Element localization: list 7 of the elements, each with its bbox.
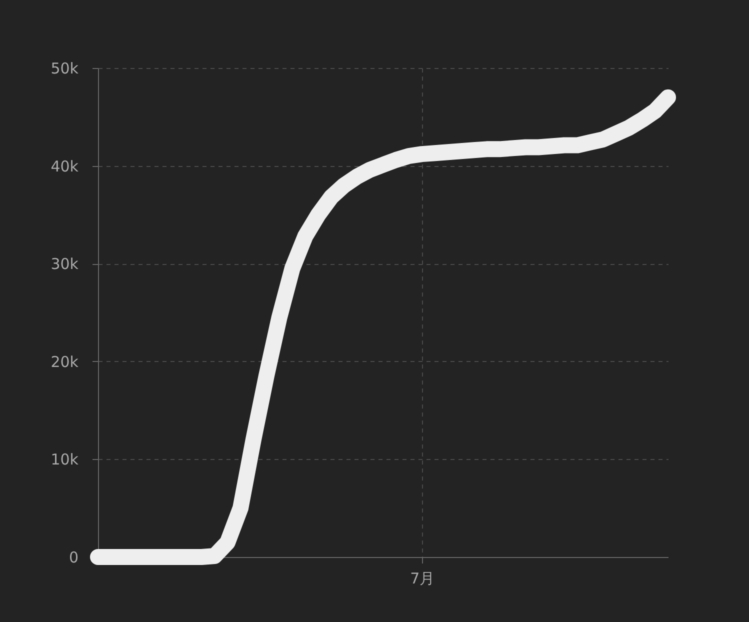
x-tick-label: 7月 — [410, 570, 435, 588]
y-tick-label: 0 — [68, 548, 78, 566]
y-tick-label: 20k — [50, 352, 79, 371]
y-tick-label: 30k — [50, 255, 79, 274]
y-tick-label: 40k — [50, 157, 79, 176]
y-tick-label: 50k — [50, 60, 79, 78]
y-tick-label: 10k — [50, 450, 79, 469]
